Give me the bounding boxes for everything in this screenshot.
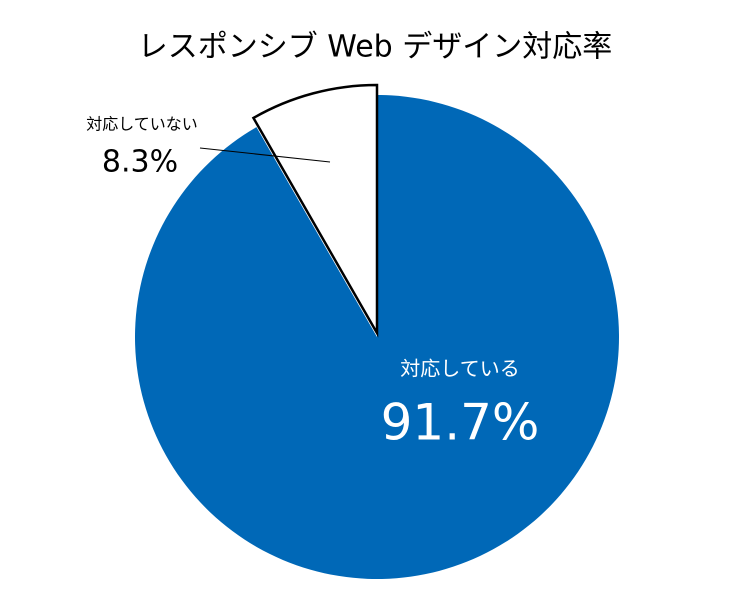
slice-value-label: 8.3%: [102, 145, 178, 180]
slice-label: 対応している: [400, 357, 519, 381]
leader-line: [199, 147, 331, 163]
chart-title: レスポンシブ Web デザイン対応率: [138, 30, 612, 65]
pie-slice: [251, 83, 379, 338]
pie-slice: [135, 95, 620, 579]
slice-value-label: 91.7%: [381, 394, 540, 452]
slice-label: 対応していない: [86, 115, 198, 134]
